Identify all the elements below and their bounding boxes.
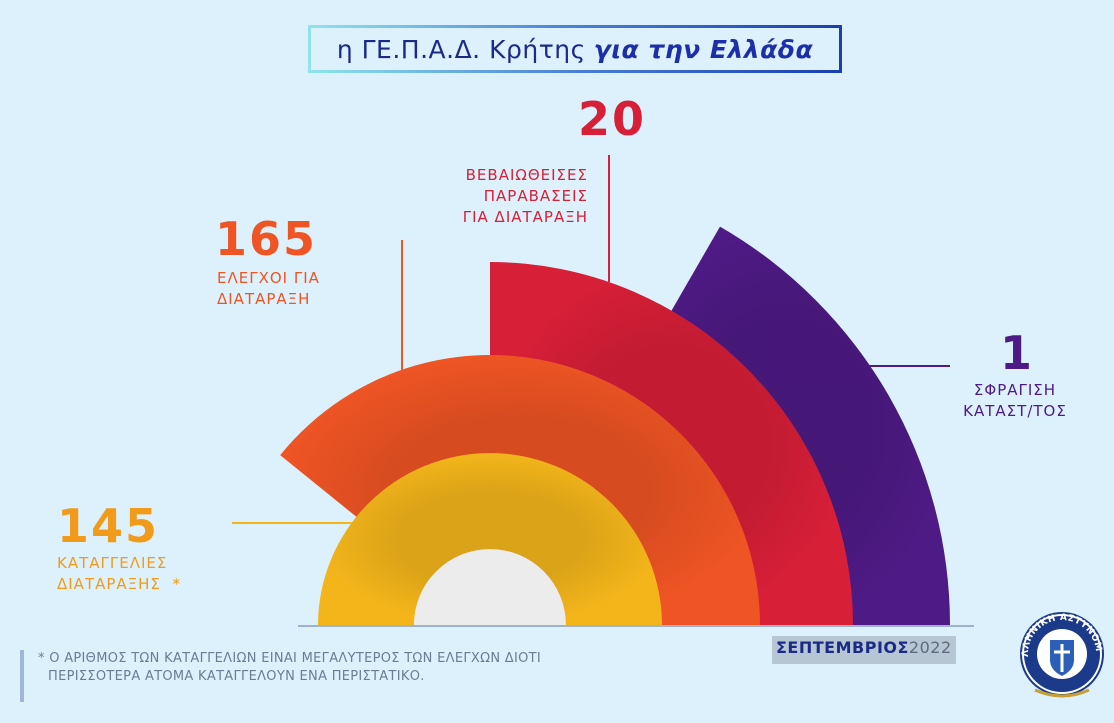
date-month: ΣΕΠΤΕΜΒΡΙΟΣ xyxy=(776,638,909,657)
title-prefix: η ΓΕ.Π.Α.Δ. Κρήτης xyxy=(336,34,586,64)
title-emphasis: για την Ελλάδα xyxy=(593,34,814,64)
footnote: * Ο ΑΡΙΘΜΟΣ ΤΩΝ ΚΑΤΑΓΓΕΛΙΩΝ ΕΙΝΑΙ ΜΕΓΑΛΥ… xyxy=(20,650,541,702)
value-20: 20 xyxy=(578,92,647,146)
value-165: 165 xyxy=(215,212,318,266)
value-1: 1 xyxy=(1000,326,1035,380)
arc-shade-145 xyxy=(318,453,662,625)
page-title: η ΓΕ.Π.Α.Δ. Κρήτης για την Ελλάδα xyxy=(308,25,842,73)
label-20: ΒΕΒΑΙΩΘΕΙΣΕΣ ΠΑΡΑΒΑΣΕΙΣ ΓΙΑ ΔΙΑΤΑΡΑΞΗ xyxy=(462,166,588,226)
label-165: ΕΛΕΓΧΟΙ ΓΙΑ ΔΙΑΤΑΡΑΞΗ xyxy=(217,269,320,308)
label-1: ΣΦΡΑΓΙΣΗ ΚΑΤΑΣΤ/ΤΟΣ xyxy=(963,381,1067,420)
date-stamp: ΣΕΠΤΕΜΒΡΙΟΣ2022 xyxy=(772,636,956,664)
value-145: 145 xyxy=(57,499,160,553)
label-145: ΚΑΤΑΓΓΕΛΙΕΣ ΔΙΑΤΑΡΑΞΗΣ * xyxy=(57,554,181,593)
date-year: 2022 xyxy=(908,638,952,657)
